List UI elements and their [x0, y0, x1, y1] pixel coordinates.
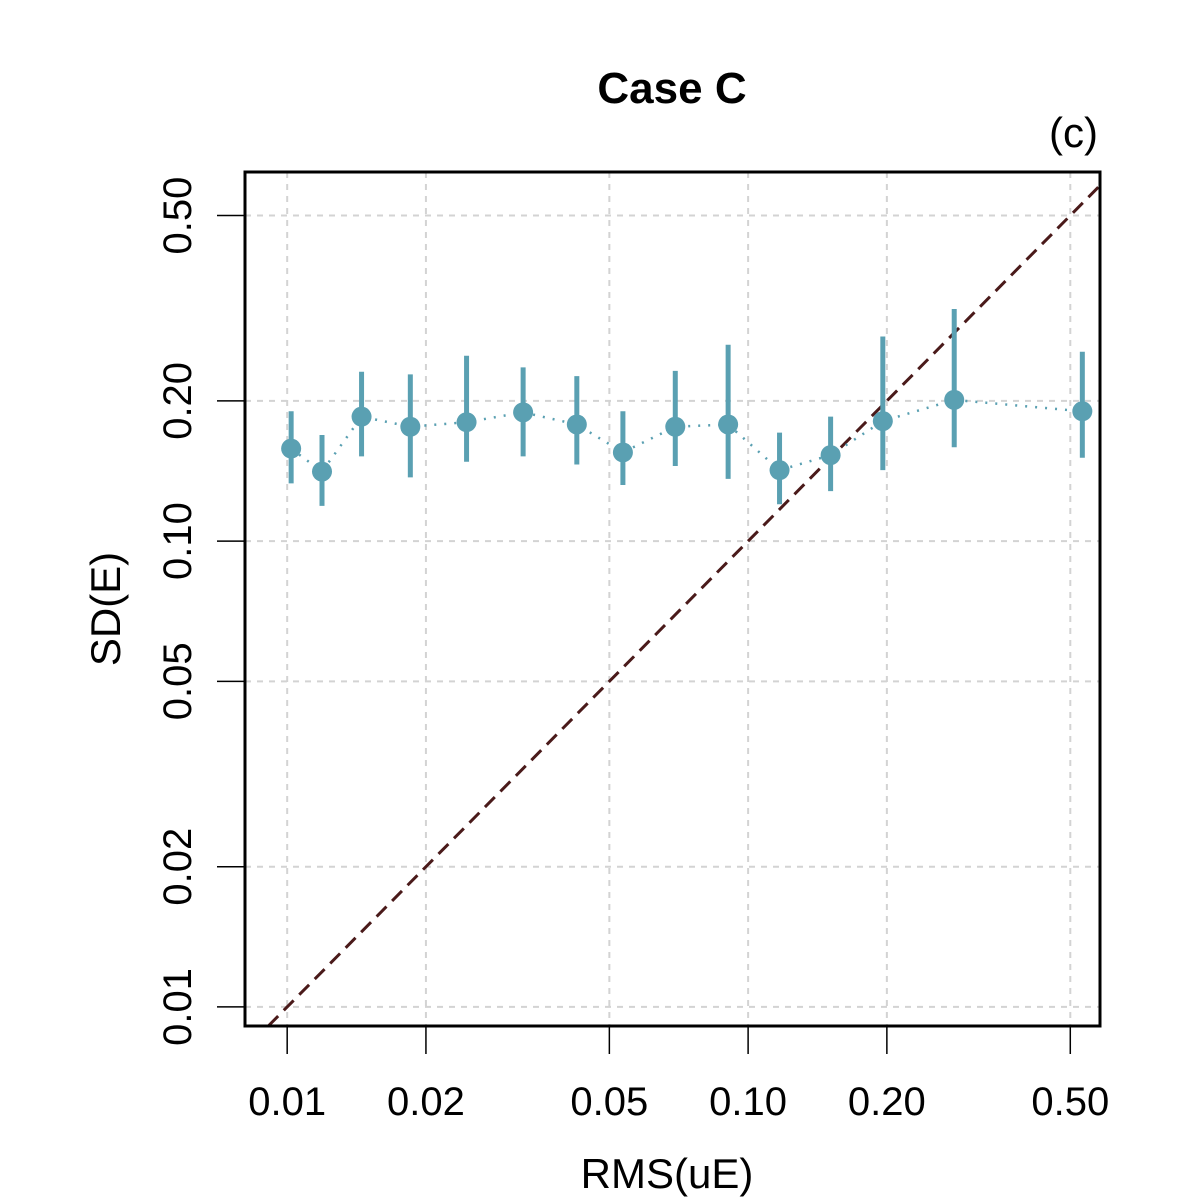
y-axis-label: SD(E) — [82, 552, 129, 666]
x-tick-label: 0.10 — [709, 1080, 787, 1124]
y-axis: 0.01 0.02 0.05 0.10 0.20 0.50 — [156, 177, 245, 1046]
x-tick-label: 0.02 — [387, 1080, 465, 1124]
data-point — [872, 411, 893, 432]
grid-layer — [245, 172, 1100, 1026]
identity-line — [267, 184, 1102, 1028]
data-point — [820, 445, 841, 466]
y-tick-label: 0.02 — [156, 828, 200, 906]
y-tick-label: 0.05 — [156, 642, 200, 720]
y-tick-label: 0.10 — [156, 502, 200, 580]
y-tick-label: 0.20 — [156, 362, 200, 440]
data-point — [513, 402, 534, 423]
x-axis: 0.01 0.02 0.05 0.10 0.20 0.50 — [248, 1026, 1109, 1124]
data-point — [944, 389, 965, 410]
x-axis-label: RMS(uE) — [581, 1150, 754, 1197]
point-layer — [281, 389, 1093, 482]
data-point — [566, 414, 587, 435]
error-bar-layer — [288, 308, 1085, 506]
data-point — [718, 414, 739, 435]
x-tick-label: 0.50 — [1031, 1080, 1109, 1124]
data-point — [456, 412, 477, 433]
data-point — [769, 460, 790, 481]
plot-frame — [243, 170, 1102, 1028]
data-point — [612, 442, 633, 463]
chart-title: Case C — [597, 64, 746, 113]
data-point — [665, 416, 686, 437]
x-tick-label: 0.20 — [848, 1080, 926, 1124]
data-point — [400, 416, 421, 437]
x-tick-label: 0.05 — [570, 1080, 648, 1124]
data-point — [312, 461, 333, 482]
data-point — [1072, 401, 1093, 422]
data-point — [281, 438, 302, 459]
x-tick-label: 0.01 — [248, 1080, 326, 1124]
data-point — [351, 406, 372, 427]
panel-label: (c) — [1049, 109, 1098, 156]
y-tick-label: 0.01 — [156, 968, 200, 1046]
y-tick-label: 0.50 — [156, 177, 200, 255]
